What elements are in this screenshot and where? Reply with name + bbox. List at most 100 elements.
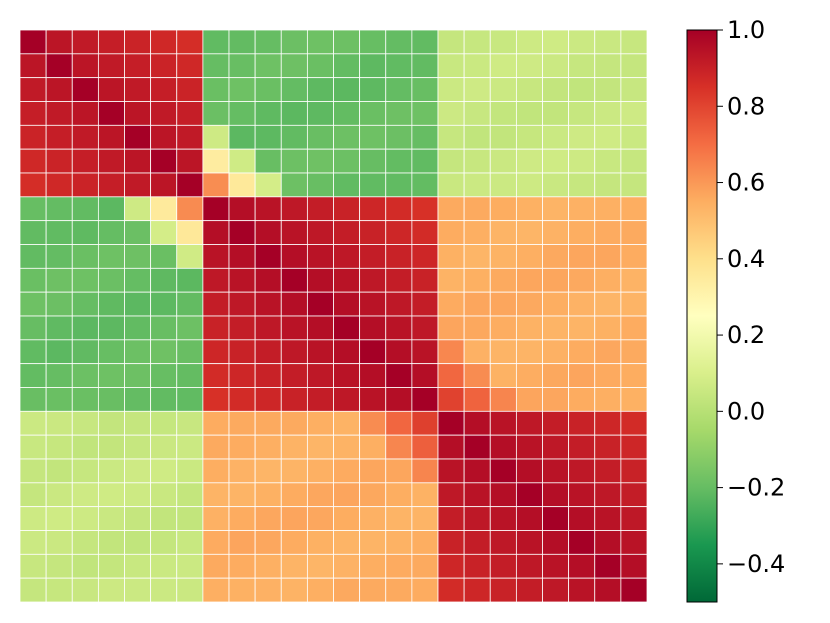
heatmap-cell [333,77,361,102]
heatmap-cell [45,530,73,555]
heatmap-cell [333,124,361,150]
heatmap-cell [568,124,596,150]
heatmap-cell [19,101,47,126]
heatmap-cell [306,363,334,388]
heatmap-cell [150,196,178,222]
heatmap-cell [124,577,152,603]
heatmap-cell [306,77,334,102]
heatmap-cell [124,124,152,150]
heatmap-cell [620,220,648,245]
heatmap-cell [515,410,543,436]
heatmap-cell [124,482,152,508]
heatmap-cell [437,196,465,222]
heatmap-cell [411,315,439,341]
heatmap-cell [97,553,125,579]
heatmap-cell [620,577,648,603]
heatmap-cell [568,387,596,412]
heatmap-cell [19,148,47,174]
heatmap-cell [542,482,570,508]
heatmap-cell [411,148,439,174]
heatmap-cell [71,387,99,412]
heatmap-cell [515,530,543,555]
heatmap-cell [97,458,125,484]
heatmap-cell [19,220,47,245]
heatmap-cell [437,267,465,293]
colorbar-tick-label: 0.6 [727,169,765,197]
heatmap-cell [280,410,308,436]
heatmap-cell [280,553,308,579]
heatmap-cell [228,482,256,508]
heatmap-cell [202,77,230,102]
heatmap-cell [202,220,230,245]
heatmap-cell [306,196,334,222]
colorbar-tick-label: 0.2 [727,321,765,349]
heatmap-cell [176,577,204,603]
heatmap-cell [489,101,517,126]
heatmap-cell [254,339,282,365]
heatmap-cell [97,244,125,269]
heatmap-cell [45,77,73,102]
heatmap-cell [254,196,282,222]
heatmap-cell [228,387,256,412]
heatmap-cell [542,363,570,388]
heatmap-cell [411,77,439,102]
heatmap-cell [124,387,152,412]
heatmap-cell [228,530,256,555]
heatmap-cell [463,410,491,436]
heatmap-cell [306,315,334,341]
heatmap-cell [202,553,230,579]
heatmap-cell [45,124,73,150]
heatmap-cell [306,29,334,55]
heatmap-cell [463,29,491,55]
heatmap-cell [542,77,570,102]
heatmap-cell [515,29,543,55]
heatmap-cell [411,53,439,79]
heatmap-cell [150,148,178,174]
heatmap-cell [254,53,282,79]
heatmap-cell [228,172,256,198]
heatmap-cell [280,530,308,555]
heatmap-cell [97,315,125,341]
heatmap-cell [202,506,230,531]
heatmap-cell [515,482,543,508]
heatmap-cell [228,196,256,222]
heatmap-cell [280,124,308,150]
heatmap-cell [45,458,73,484]
heatmap-cell [254,124,282,150]
heatmap-cell [411,29,439,55]
heatmap-cell [515,315,543,341]
heatmap-cell [97,577,125,603]
heatmap-cell [71,315,99,341]
heatmap-cell [437,339,465,365]
heatmap-cell [542,506,570,531]
heatmap-cell [280,506,308,531]
heatmap-cell [176,124,204,150]
heatmap-cell [333,172,361,198]
heatmap-cell [71,339,99,365]
heatmap-cell [542,387,570,412]
heatmap-cell [150,244,178,269]
heatmap-cell [45,506,73,531]
heatmap-cell [71,410,99,436]
heatmap-cell [280,101,308,126]
heatmap-cell [359,387,387,412]
heatmap-cell [19,553,47,579]
heatmap-cell [19,482,47,508]
heatmap-cell [463,291,491,317]
heatmap-cell [620,482,648,508]
heatmap-cell [568,148,596,174]
heatmap-cell [333,29,361,55]
heatmap-cell [19,172,47,198]
heatmap-cell [150,410,178,436]
heatmap-cell [306,291,334,317]
heatmap-cell [489,577,517,603]
heatmap-cell [280,220,308,245]
heatmap-cell [411,172,439,198]
heatmap-cell [359,434,387,460]
heatmap-cell [489,458,517,484]
heatmap-cell [333,410,361,436]
heatmap-cell [228,553,256,579]
heatmap-cell [228,506,256,531]
heatmap-cell [489,29,517,55]
